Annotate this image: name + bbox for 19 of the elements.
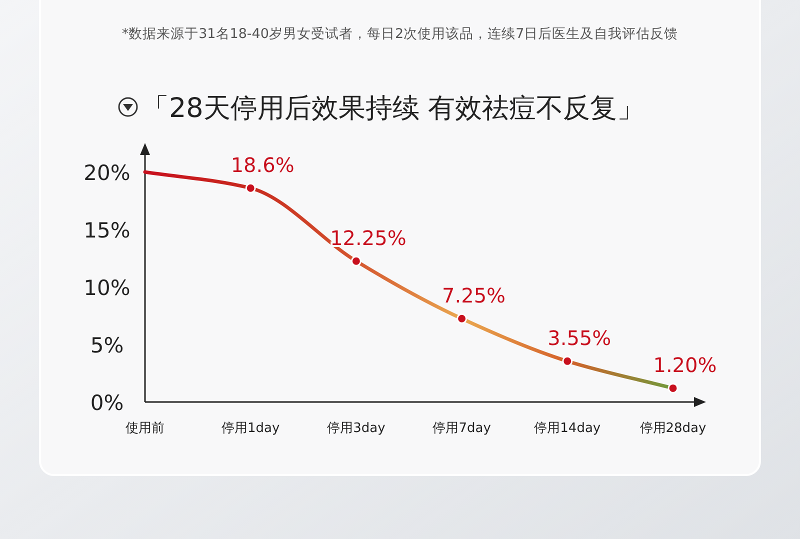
point (245, 182, 256, 194)
y-tick-label: 15% (84, 218, 130, 242)
y-tick-label: 20% (84, 161, 130, 185)
x-tick-label: 停用7day (432, 421, 492, 436)
x-tick-label: 停用1day (222, 421, 280, 436)
data-label: 12.25% (330, 226, 406, 250)
data-label: 3.55% (548, 326, 612, 350)
data-label: 7.25% (442, 284, 506, 308)
x-tick-label: 停用3day (327, 421, 386, 436)
x-tick-label: 使用前 (126, 421, 164, 436)
y-tick-label: 10% (84, 276, 130, 300)
text: *数据来源于31名18-40岁男女受试者，每日2次使用该品，连续7日后医生及自我评估反馈 (122, 26, 678, 42)
x-tick-label: 停用14day (534, 421, 601, 436)
data-label: 1.20% (653, 353, 717, 378)
x-tick-label: 停用28day (640, 421, 707, 436)
y-tick-label: 0% (90, 391, 124, 415)
y-tick-label: 5% (90, 334, 124, 358)
chart-title: 「28天停用后效果持续 有效祛痘不反复」 (142, 93, 644, 124)
data-label: 18.6% (230, 153, 294, 178)
